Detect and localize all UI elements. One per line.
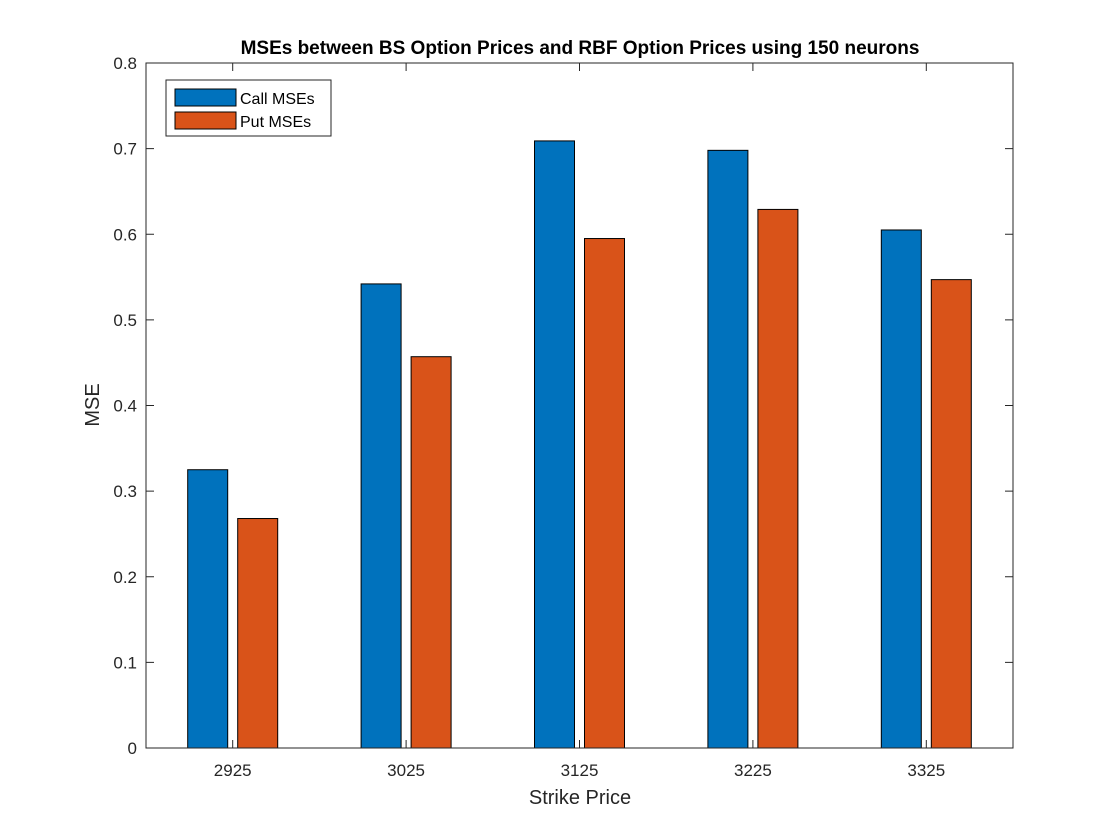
bar-put-3025 [410, 356, 452, 749]
y-tick-label: 0.6 [113, 225, 137, 244]
x-tick-label-3325: 3325 [907, 761, 945, 780]
legend-label-put: Put MSEs [240, 114, 311, 131]
plot-area [146, 63, 1013, 748]
y-tick-label: 0.8 [113, 54, 137, 73]
legend-swatch-put [174, 111, 237, 130]
bar-call-2925 [187, 469, 229, 749]
y-tick-label: 0.7 [113, 140, 137, 159]
x-tick-label-3225: 3225 [734, 761, 772, 780]
legend-swatch-call [174, 88, 237, 107]
legend: Call MSEs Put MSEs [165, 79, 332, 137]
x-tick-label-3125: 3125 [561, 761, 599, 780]
bar-put-3125 [584, 238, 625, 749]
bar-put-2925 [237, 518, 279, 749]
y-tick-label: 0.5 [113, 311, 137, 330]
x-tick-label-3025: 3025 [387, 761, 425, 780]
y-axis-label: MSE [82, 383, 104, 426]
bar-call-3325 [880, 229, 922, 749]
y-tick-label: 0.4 [113, 397, 137, 416]
bar-call-3025 [360, 283, 402, 749]
bar-put-3325 [930, 279, 972, 749]
y-tick-label: 0 [128, 739, 137, 758]
bar-put-3225 [757, 208, 799, 749]
x-tick-label-2925: 2925 [214, 761, 252, 780]
legend-label-call: Call MSEs [240, 91, 315, 108]
x-axis-ticks: 2925 3025 3125 3225 3325 [214, 63, 945, 780]
bar-call-3125 [534, 140, 575, 749]
bar-call-3225 [707, 149, 749, 749]
y-tick-label: 0.1 [113, 653, 137, 672]
y-axis-ticks: 0 0.1 0.2 0.3 0.4 0.5 0.6 0.7 0.8 [113, 54, 1013, 758]
chart-title: MSEs between BS Option Prices and RBF Op… [241, 38, 920, 59]
bars-group [187, 140, 972, 749]
x-axis-label: Strike Price [529, 787, 631, 809]
y-tick-label: 0.2 [113, 568, 137, 587]
y-tick-label: 0.3 [113, 482, 137, 501]
